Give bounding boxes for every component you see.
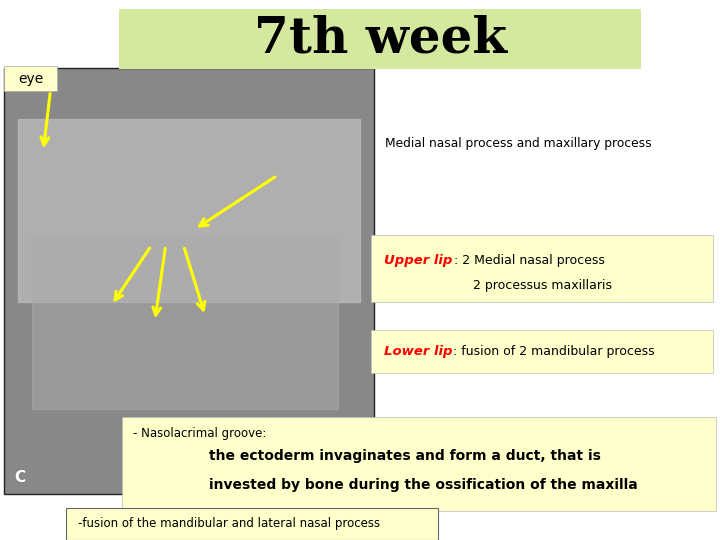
Text: : 2 Medial nasal process: : 2 Medial nasal process [454, 254, 606, 267]
Text: - Nasolacrimal groove:: - Nasolacrimal groove: [133, 427, 266, 440]
FancyBboxPatch shape [4, 66, 57, 91]
Text: eye: eye [18, 72, 44, 86]
Text: -fusion of the mandibular and lateral nasal process: -fusion of the mandibular and lateral na… [78, 517, 380, 530]
FancyBboxPatch shape [119, 9, 641, 69]
FancyBboxPatch shape [371, 235, 713, 302]
Text: 7th week: 7th week [253, 15, 507, 63]
Text: Lower lip: Lower lip [384, 345, 452, 358]
FancyBboxPatch shape [4, 68, 374, 494]
FancyBboxPatch shape [122, 417, 716, 511]
Text: invested by bone during the ossification of the maxilla: invested by bone during the ossification… [209, 478, 637, 492]
FancyBboxPatch shape [371, 330, 713, 373]
FancyBboxPatch shape [66, 508, 438, 540]
Text: 2 processus maxillaris: 2 processus maxillaris [472, 279, 612, 292]
Text: C: C [14, 470, 25, 485]
Text: Upper lip: Upper lip [384, 254, 452, 267]
Text: Medial nasal process and maxillary process: Medial nasal process and maxillary proce… [385, 137, 652, 150]
Text: : fusion of 2 mandibular process: : fusion of 2 mandibular process [453, 345, 654, 358]
Text: the ectoderm invaginates and form a duct, that is: the ectoderm invaginates and form a duct… [209, 449, 600, 463]
